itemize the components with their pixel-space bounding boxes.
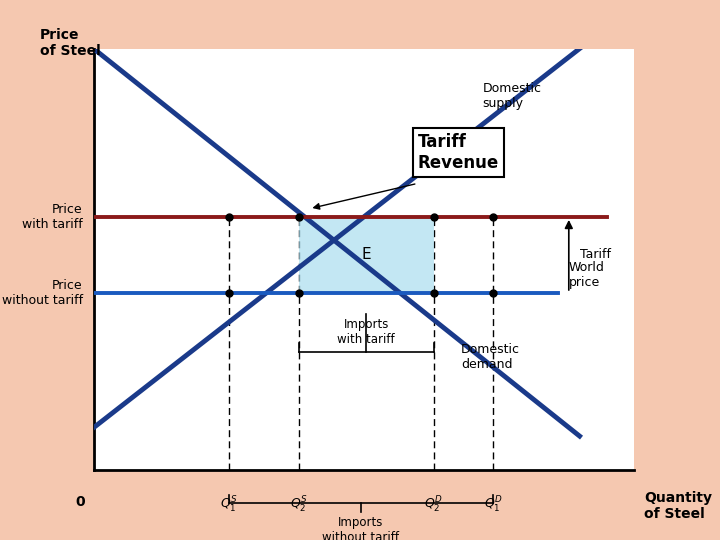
Text: Price
with tariff: Price with tariff [22, 203, 83, 231]
Text: Tariff: Tariff [580, 248, 611, 261]
Bar [299, 217, 433, 293]
Text: Price
of Steel: Price of Steel [40, 28, 100, 58]
Text: 0: 0 [76, 495, 85, 509]
Text: $Q_1^S$: $Q_1^S$ [220, 495, 238, 515]
Text: Domestic
demand: Domestic demand [461, 343, 520, 372]
Text: $Q_2^S$: $Q_2^S$ [290, 495, 307, 515]
Text: E: E [361, 247, 371, 262]
Text: Quantity
of Steel: Quantity of Steel [644, 491, 712, 521]
Text: Imports
without tariff: Imports without tariff [323, 516, 400, 540]
Text: $Q_1^D$: $Q_1^D$ [484, 495, 503, 515]
Text: World
price: World price [569, 261, 605, 289]
Text: Domestic
supply: Domestic supply [482, 82, 541, 110]
Text: $Q_2^D$: $Q_2^D$ [424, 495, 444, 515]
Text: Tariff
Revenue: Tariff Revenue [418, 133, 499, 172]
Text: Imports
with tariff: Imports with tariff [338, 318, 395, 346]
Text: Price
without tariff: Price without tariff [1, 279, 83, 307]
